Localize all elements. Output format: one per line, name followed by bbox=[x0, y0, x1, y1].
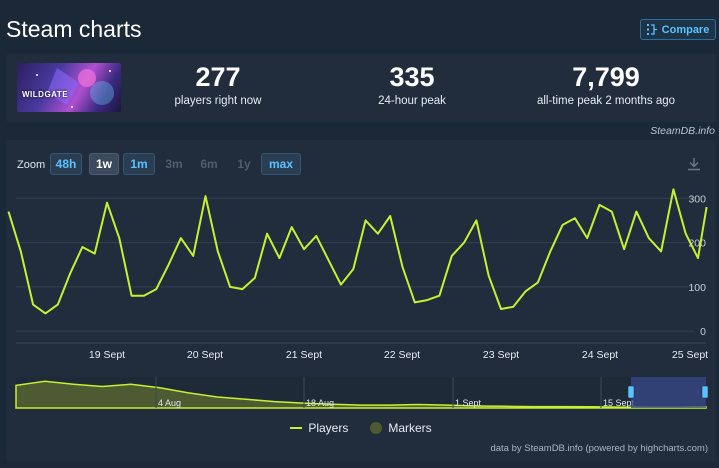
compare-icon bbox=[646, 24, 657, 35]
game-logo-text: WILDGATE bbox=[22, 90, 69, 99]
navigator-tick-label: 15 Sept bbox=[603, 398, 635, 408]
zoom-label: Zoom bbox=[17, 159, 46, 171]
zoom-button-48h[interactable]: 48h bbox=[50, 153, 82, 175]
navigator-tick-label: 1 Sept bbox=[455, 398, 482, 408]
navigator-tick-label: 18 Aug bbox=[306, 398, 334, 408]
x-tick-label: 22 Sept bbox=[384, 349, 420, 361]
x-tick-label: 25 Sept bbox=[672, 349, 708, 361]
legend-item-markers[interactable]: Markers bbox=[370, 421, 432, 435]
navigator-handle[interactable] bbox=[701, 385, 709, 399]
legend-marker-swatch bbox=[370, 422, 383, 434]
compare-label: Compare bbox=[661, 23, 710, 36]
navigator-handle[interactable] bbox=[627, 385, 635, 399]
x-tick-label: 21 Sept bbox=[286, 349, 322, 361]
stat-value: 335 bbox=[389, 62, 435, 92]
x-tick-label: 24 Sept bbox=[582, 349, 618, 361]
x-tick-label: 23 Sept bbox=[483, 349, 519, 361]
chart-credits[interactable]: data by SteamDB.info (powered by highcha… bbox=[490, 443, 708, 454]
x-tick-label: 20 Sept bbox=[187, 349, 223, 361]
chart-legend: Players Markers bbox=[6, 421, 716, 435]
legend-label-markers: Markers bbox=[388, 421, 432, 435]
game-logo[interactable]: WILDGATE bbox=[17, 63, 121, 112]
navigator-tick-label: 4 Aug bbox=[158, 398, 181, 408]
zoom-button-6m[interactable]: 6m bbox=[200, 157, 218, 171]
legend-item-players[interactable]: Players bbox=[290, 421, 348, 435]
y-tick-label: 300 bbox=[688, 193, 706, 205]
legend-line-swatch bbox=[290, 427, 303, 429]
stat-label: all-time peak 2 months ago bbox=[536, 95, 676, 107]
stat-value: 7,799 bbox=[572, 62, 640, 92]
zoom-button-1m[interactable]: 1m bbox=[123, 153, 155, 175]
navigator-selection[interactable] bbox=[631, 377, 706, 408]
zoom-button-1y[interactable]: 1y bbox=[237, 157, 251, 171]
chart-panel: Zoom 48h 1w 1m 3m 6m 1y max 0 100 200 300 19 Sept 2… bbox=[6, 140, 716, 462]
players-series-line bbox=[7, 188, 708, 315]
zoom-button-3m[interactable]: 3m bbox=[165, 157, 183, 171]
stat-value: 277 bbox=[195, 62, 241, 92]
stat-all-time-peak: 7,799 all-time peak 2 months ago bbox=[526, 60, 686, 108]
stat-label: players right now bbox=[174, 95, 262, 107]
x-tick-label: 19 Sept bbox=[89, 349, 125, 361]
legend-label-players: Players bbox=[308, 421, 349, 435]
stat-players-now: 277 players right now bbox=[158, 60, 278, 108]
stat-24h-peak: 335 24-hour peak bbox=[352, 60, 472, 108]
steamdb-link[interactable]: SteamDB.info bbox=[650, 125, 715, 137]
stat-label: 24-hour peak bbox=[378, 95, 446, 107]
y-tick-label: 0 bbox=[700, 326, 706, 338]
page-title: Steam charts bbox=[6, 16, 142, 42]
zoom-button-max[interactable]: max bbox=[261, 153, 301, 175]
zoom-button-1w[interactable]: 1w bbox=[89, 153, 119, 175]
compare-button[interactable]: Compare bbox=[640, 19, 716, 40]
download-icon[interactable] bbox=[687, 157, 701, 171]
stats-panel: WILDGATE 277 players right now 335 24-ho… bbox=[6, 54, 716, 122]
y-tick-label: 100 bbox=[688, 282, 706, 294]
